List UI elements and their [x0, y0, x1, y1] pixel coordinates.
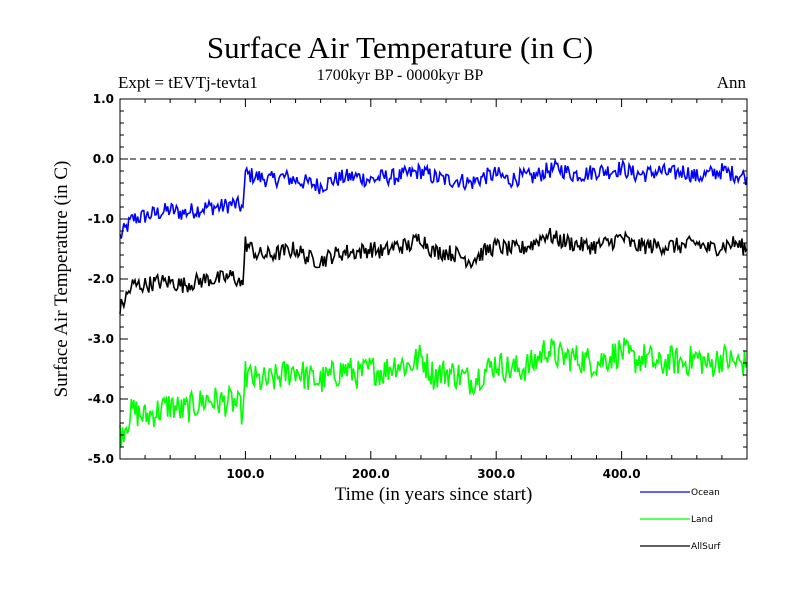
- series-line-land: [119, 337, 748, 448]
- y-tick-label: -5.0: [88, 452, 114, 466]
- season-label: Ann: [716, 73, 746, 92]
- legend-label-land: Land: [691, 515, 713, 525]
- series-layer: [119, 158, 748, 448]
- chart-title: Surface Air Temperature (in C): [206, 30, 594, 65]
- y-tick-label: -1.0: [88, 212, 114, 226]
- x-tick-label: 100.0: [226, 467, 264, 481]
- chart-subtitle: 1700kyr BP - 0000kyr BP: [316, 67, 484, 84]
- y-tick-label: 0.0: [93, 152, 114, 166]
- legend-label-allsurf: AllSurf: [691, 542, 721, 552]
- y-tick-label: -4.0: [88, 392, 114, 406]
- x-tick-label: 300.0: [477, 467, 515, 481]
- x-tick-label: 200.0: [352, 467, 390, 481]
- series-line-allsurf: [119, 227, 748, 314]
- x-axis-label: Time (in years since start): [334, 484, 533, 505]
- y-tick-label: 1.0: [93, 92, 114, 106]
- experiment-label: Expt = tEVTj-tevta1: [118, 73, 258, 92]
- y-tick-label: -2.0: [88, 272, 114, 286]
- legend-label-ocean: Ocean: [691, 488, 720, 498]
- legend: Ocean Land AllSurf: [640, 488, 721, 552]
- y-tick-label: -3.0: [88, 332, 114, 346]
- series-line-ocean: [119, 158, 748, 239]
- x-tick-label: 400.0: [603, 467, 641, 481]
- tick-layer: 1.0 0.0 -1.0 -2.0 -3.0 -4.0 -5.0 100.0 200.0 300.…: [88, 92, 747, 481]
